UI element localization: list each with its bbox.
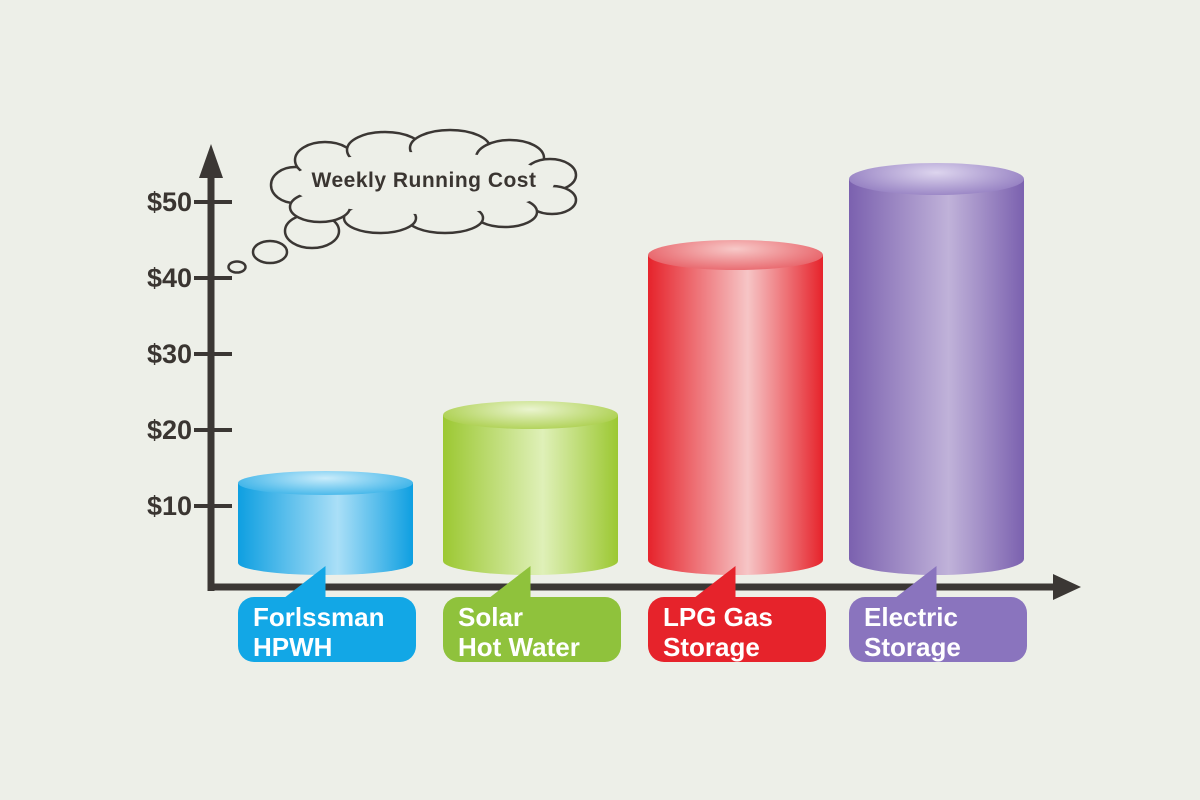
category-label-forlssman-hpwh: Forlssman HPWH <box>238 597 416 662</box>
y-tick-label-30: $30 <box>146 339 192 369</box>
y-tick-20 <box>194 428 232 432</box>
chart-title: Weekly Running Cost <box>311 169 537 192</box>
category-label-lpg-gas-storage: LPG Gas Storage <box>648 597 826 662</box>
category-label-line: Storage <box>864 632 961 662</box>
category-label-solar-hot-water: Solar Hot Water <box>443 597 621 662</box>
y-tick-50 <box>194 200 232 204</box>
category-label-line: Storage <box>663 632 760 662</box>
category-label-line: Electric <box>864 602 958 632</box>
y-tick-label-20: $20 <box>146 415 192 445</box>
axes <box>199 144 1081 600</box>
title-cloud <box>269 128 578 235</box>
category-label-line: Solar <box>458 602 524 632</box>
y-tick-30 <box>194 352 232 356</box>
y-tick-label-10: $10 <box>146 491 192 521</box>
category-label-line: Forlssman <box>253 602 385 632</box>
cylinder-top-forlssman-hpwh <box>238 471 413 496</box>
cylinder-bar-solar-hot-water <box>443 414 618 575</box>
category-label-line: HPWH <box>253 632 333 662</box>
cylinder-bar-forlssman-hpwh <box>238 483 413 575</box>
cylinder-top-lpg-gas-storage <box>648 240 823 271</box>
cylinder-bar-electric-storage <box>849 179 1024 575</box>
y-tick-40 <box>194 276 232 280</box>
category-label-line: Hot Water <box>458 632 580 662</box>
category-label-electric-storage: Electric Storage <box>849 597 1027 662</box>
cylinder-bar-lpg-gas-storage <box>648 255 823 575</box>
cylinder-top-solar-hot-water <box>443 400 618 429</box>
cylinder-top-electric-storage <box>849 163 1024 196</box>
y-tick-label-40: $40 <box>146 263 192 293</box>
y-tick-10 <box>194 504 232 508</box>
y-tick-label-50: $50 <box>146 187 192 217</box>
category-label-line: LPG Gas <box>663 602 773 632</box>
